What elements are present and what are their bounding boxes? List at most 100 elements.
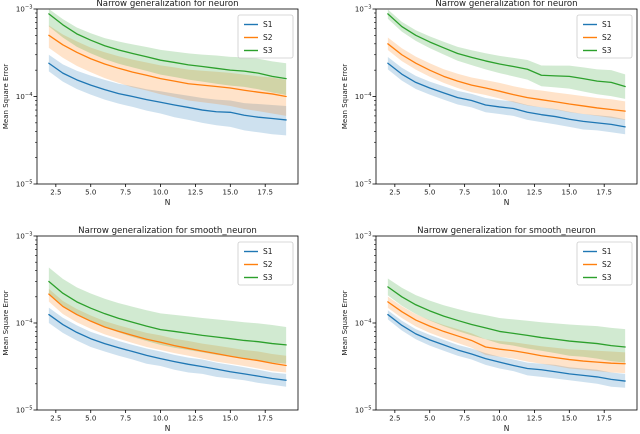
legend-label-s2: S2	[263, 33, 273, 42]
confidence-band-s3	[48, 267, 287, 364]
legend-label-s2: S2	[263, 260, 273, 269]
confidence-band-s2	[48, 25, 287, 116]
y-tick-label: 10−3	[355, 232, 372, 241]
confidence-band-s3	[387, 278, 626, 363]
series-line-s3	[387, 13, 626, 88]
x-tick-label: 17.5	[596, 415, 612, 423]
x-axis-label: N	[504, 424, 510, 433]
legend-box	[576, 14, 633, 59]
x-tick-label: 15.0	[223, 415, 239, 423]
plot-title: Narrow generalization for smooth_neuron	[417, 226, 596, 236]
plot-canvas-neuron-left: 2.5 5.0 7.5 10.0 12.5 15.0 17.5 10−3 10−4 10−5 Nar…	[2, 0, 299, 207]
x-axis-label: N	[504, 198, 510, 207]
x-tick-label: 15.0	[562, 415, 578, 423]
confidence-band-s1	[387, 310, 626, 388]
x-axis-label: N	[165, 198, 171, 207]
confidence-band-s2	[387, 37, 626, 120]
y-tick-label: 10−3	[355, 5, 372, 14]
confidence-band-s1	[387, 56, 626, 135]
legend-label-s1: S1	[263, 247, 273, 256]
legend-label-s2: S2	[602, 33, 612, 42]
x-tick-label: 5.0	[85, 189, 96, 197]
plot-title: Narrow generalization for neuron	[435, 0, 577, 9]
x-tick-label: 15.0	[223, 189, 239, 197]
x-tick-label: 10.0	[492, 415, 508, 423]
x-tick-label: 5.0	[424, 415, 435, 423]
y-axis-label: Mean Square Error	[2, 290, 10, 355]
legend-label-s3: S3	[602, 46, 612, 55]
series-line-s2	[387, 301, 626, 365]
legend-label-s3: S3	[602, 273, 612, 282]
legend-label-s3: S3	[263, 46, 273, 55]
y-tick-label: 10−4	[16, 319, 33, 328]
x-tick-label: 7.5	[459, 189, 470, 197]
y-tick-label: 10−5	[355, 406, 372, 415]
y-tick-label: 10−5	[355, 180, 372, 189]
series-line-s2	[48, 34, 287, 98]
confidence-band-s1	[48, 54, 287, 136]
x-tick-label: 17.5	[257, 189, 273, 197]
plot-canvas-smooth-neuron-left: 2.5 5.0 7.5 10.0 12.5 15.0 17.5 10−3 10−4 10−5 Nar…	[2, 226, 299, 433]
confidence-band-s2	[48, 288, 287, 373]
confidence-band-s3	[48, 9, 287, 96]
series-line-s3	[48, 13, 287, 80]
x-tick-label: 17.5	[257, 415, 273, 423]
y-tick-label: 10−4	[355, 319, 372, 328]
plot-title: Narrow generalization for smooth_neuron	[78, 226, 257, 236]
confidence-band-s1	[48, 307, 287, 387]
series-line-s1	[387, 313, 626, 382]
legend-label-s2: S2	[602, 260, 612, 269]
series-line-s3	[387, 286, 626, 348]
x-tick-label: 5.0	[85, 415, 96, 423]
y-tick-label: 10−3	[16, 5, 33, 14]
legend-box	[576, 241, 633, 286]
legend: S1 S2 S3	[237, 14, 294, 59]
plot-canvas-neuron-right: 2.5 5.0 7.5 10.0 12.5 15.0 17.5 10−3 10−4 10−5 Nar…	[341, 0, 638, 207]
legend-box	[237, 14, 294, 59]
legend-box	[237, 241, 294, 286]
x-tick-label: 5.0	[424, 189, 435, 197]
x-axis-label: N	[165, 424, 171, 433]
x-tick-label: 7.5	[120, 415, 131, 423]
chart-smooth-neuron-left: 2.5 5.0 7.5 10.0 12.5 15.0 17.5 10−3 10−4 10−5 Nar…	[0, 217, 320, 434]
legend: S1 S2 S3	[576, 241, 633, 286]
legend: S1 S2 S3	[237, 241, 294, 286]
chart-neuron-right: 2.5 5.0 7.5 10.0 12.5 15.0 17.5 10−3 10−4 10−5 Nar…	[320, 0, 640, 217]
legend-label-s1: S1	[602, 247, 612, 256]
y-tick-label: 10−5	[16, 180, 33, 189]
x-tick-label: 12.5	[527, 415, 543, 423]
chart-smooth-neuron-right: 2.5 5.0 7.5 10.0 12.5 15.0 17.5 10−3 10−4 10−5 Nar…	[320, 217, 640, 434]
series-line-s1	[48, 313, 287, 381]
y-tick-label: 10−4	[16, 92, 33, 101]
series-line-s2	[387, 43, 626, 112]
y-tick-label: 10−4	[355, 92, 372, 101]
x-tick-label: 2.5	[389, 189, 400, 197]
x-tick-label: 17.5	[596, 189, 612, 197]
x-tick-label: 7.5	[120, 189, 131, 197]
legend-label-s3: S3	[263, 273, 273, 282]
y-axis-label: Mean Square Error	[341, 64, 349, 129]
x-tick-label: 12.5	[188, 415, 204, 423]
x-tick-label: 10.0	[153, 415, 169, 423]
series-line-s2	[48, 293, 287, 367]
x-tick-label: 12.5	[188, 189, 204, 197]
x-tick-label: 12.5	[527, 189, 543, 197]
x-tick-label: 15.0	[562, 189, 578, 197]
x-tick-label: 7.5	[459, 415, 470, 423]
y-axis-label: Mean Square Error	[341, 290, 349, 355]
plot-canvas-smooth-neuron-right: 2.5 5.0 7.5 10.0 12.5 15.0 17.5 10−3 10−4 10−5 Nar…	[341, 226, 638, 433]
y-tick-label: 10−5	[16, 406, 33, 415]
legend: S1 S2 S3	[576, 14, 633, 59]
plot-title: Narrow generalization for neuron	[96, 0, 238, 9]
confidence-band-s2	[387, 296, 626, 374]
legend-label-s1: S1	[263, 20, 273, 29]
x-tick-label: 2.5	[50, 189, 61, 197]
series-line-s3	[48, 280, 287, 346]
legend-label-s1: S1	[602, 20, 612, 29]
y-tick-label: 10−3	[16, 232, 33, 241]
chart-neuron-left: 2.5 5.0 7.5 10.0 12.5 15.0 17.5 10−3 10−4 10−5 Nar…	[0, 0, 320, 217]
x-tick-label: 2.5	[389, 415, 400, 423]
x-tick-label: 10.0	[153, 189, 169, 197]
x-tick-label: 10.0	[492, 189, 508, 197]
